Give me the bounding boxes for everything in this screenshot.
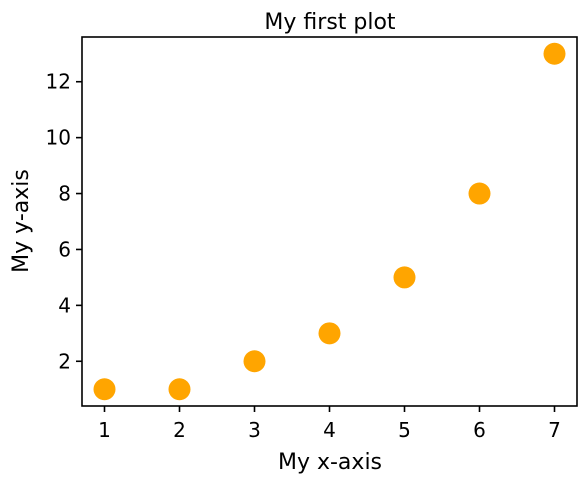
y-axis-label: My y-axis: [9, 169, 34, 273]
y-tick-label: 10: [46, 126, 71, 150]
data-point: [543, 42, 566, 65]
data-point: [243, 350, 266, 373]
x-tick-label: 3: [248, 418, 261, 442]
y-tick-label: 8: [58, 182, 71, 206]
data-point: [468, 182, 491, 205]
data-point: [168, 378, 191, 401]
x-axis-label: My x-axis: [278, 450, 382, 475]
data-point: [93, 378, 116, 401]
x-tick-label: 2: [173, 418, 186, 442]
x-tick-label: 1: [98, 418, 111, 442]
data-point: [393, 266, 416, 289]
y-tick-label: 4: [58, 293, 71, 317]
x-tick-label: 5: [398, 418, 411, 442]
y-tick-label: 12: [46, 70, 71, 94]
y-tick-label: 2: [58, 349, 71, 373]
x-tick-label: 6: [473, 418, 486, 442]
y-axis-ticks: 2 4 6 8 10 12: [46, 70, 82, 373]
plot-area-frame: [81, 36, 578, 407]
x-axis-ticks: 1 2 3 4 5 6 7: [98, 406, 561, 442]
y-tick-label: 6: [58, 237, 71, 261]
data-points: [93, 42, 566, 401]
data-point: [318, 322, 341, 345]
x-tick-label: 7: [548, 418, 561, 442]
x-tick-label: 4: [323, 418, 336, 442]
chart-title: My first plot: [264, 10, 396, 35]
